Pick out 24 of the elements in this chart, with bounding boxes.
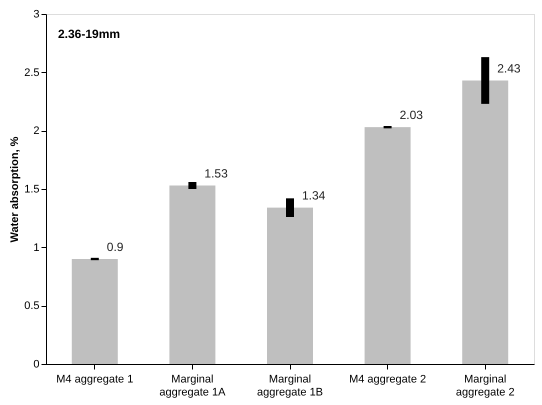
y-tick-label: 2 bbox=[33, 125, 40, 138]
bar bbox=[462, 80, 508, 364]
data-label: 2.03 bbox=[400, 108, 424, 122]
data-label: 1.34 bbox=[302, 188, 326, 203]
y-tick-label: 1 bbox=[33, 242, 40, 254]
x-tick-label: Marginal aggregate 2 bbox=[456, 374, 515, 398]
data-label: 2.43 bbox=[497, 62, 521, 76]
y-tick-label: 0.5 bbox=[24, 300, 40, 312]
bar bbox=[364, 127, 411, 364]
annotation: 2.36-19mm bbox=[58, 27, 120, 41]
y-tick-label: 3 bbox=[33, 8, 40, 20]
y-tick-label: 0 bbox=[33, 358, 40, 370]
x-tick-label: M4 aggregate 2 bbox=[349, 374, 426, 386]
bar bbox=[72, 259, 118, 364]
bar bbox=[267, 208, 313, 364]
x-tick-label: M4 aggregate 1 bbox=[56, 374, 134, 386]
x-tick-label: Marginal aggregate 1B bbox=[256, 374, 324, 398]
y-axis-title: Water absorption, % bbox=[9, 136, 22, 242]
x-tick-label: Marginal aggregate 1A bbox=[159, 374, 226, 398]
bar bbox=[169, 186, 216, 364]
y-tick-label: 1.5 bbox=[24, 184, 40, 196]
data-label: 1.53 bbox=[204, 166, 228, 180]
data-label: 0.9 bbox=[106, 240, 124, 254]
y-tick-label: 2.5 bbox=[24, 66, 40, 79]
